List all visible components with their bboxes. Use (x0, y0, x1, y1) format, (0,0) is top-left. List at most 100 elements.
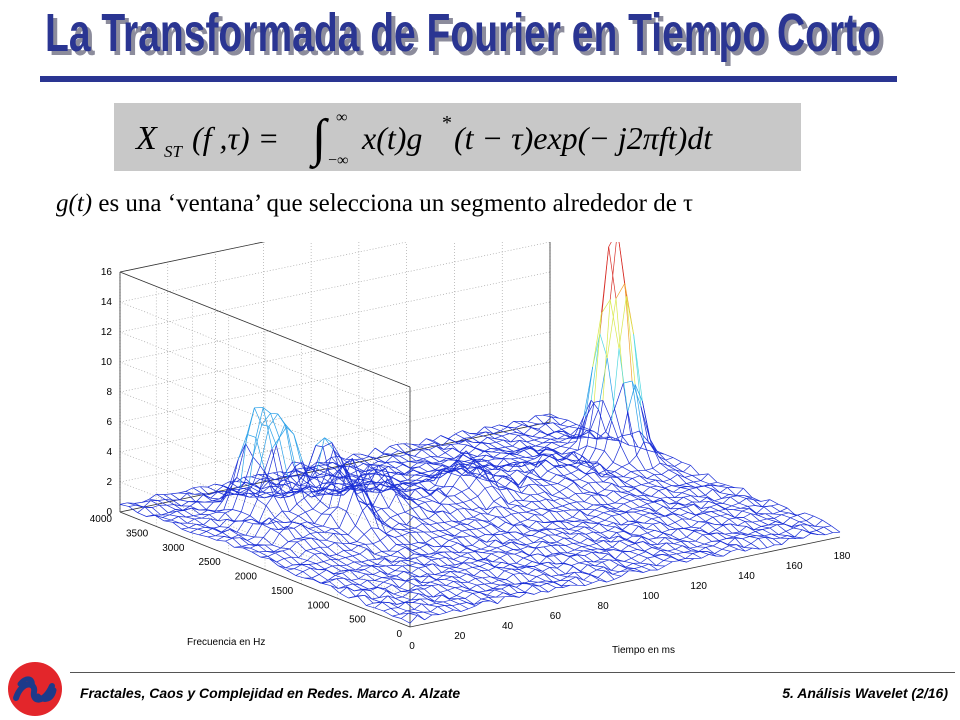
formula-body-2: (t − τ)exp(− j2πft)dt (454, 120, 713, 156)
mesh-segment (274, 510, 283, 519)
mesh-segment (374, 607, 384, 612)
mesh-segment (369, 502, 378, 514)
mesh-segment (369, 463, 379, 466)
mesh-segment (426, 510, 436, 514)
mesh-segment (595, 512, 604, 517)
mesh-segment (568, 580, 578, 586)
mesh-segment (170, 493, 180, 501)
mesh-segment (731, 505, 741, 509)
mesh-segment (119, 502, 128, 505)
mesh-segment (548, 561, 556, 565)
mesh-segment (577, 427, 587, 431)
mesh-segment (804, 512, 814, 517)
mesh-segment (512, 440, 520, 447)
mesh-segment (293, 523, 302, 529)
gridline-z-back (119, 242, 409, 303)
mesh-segment (304, 537, 312, 540)
mesh-segment (655, 479, 665, 489)
mesh-segment (258, 505, 267, 523)
mesh-segment (409, 562, 418, 566)
mesh-segment (578, 533, 587, 535)
mesh-segment (173, 504, 182, 507)
mesh-segment (540, 470, 548, 479)
mesh-segment (245, 534, 255, 538)
mesh-segment (588, 482, 598, 494)
mesh-segment (384, 584, 393, 590)
mesh-segment (232, 489, 241, 510)
mesh-segment (494, 588, 502, 591)
mesh-segment (369, 502, 380, 529)
mesh-segment (501, 435, 511, 443)
mesh-segment (547, 507, 556, 511)
mesh-segment (667, 522, 676, 526)
mesh-segment (362, 510, 372, 529)
formula-lhs: X (134, 120, 158, 157)
mesh-segment (555, 505, 563, 509)
mesh-segment (476, 477, 486, 489)
mesh-segment (511, 512, 519, 515)
mesh-segment (392, 613, 400, 617)
mesh-segment (721, 494, 729, 499)
mesh-segment (680, 487, 690, 490)
mesh-segment (604, 519, 614, 524)
mesh-segment (363, 589, 371, 591)
mesh-segment (238, 534, 248, 541)
title-underline (40, 76, 897, 82)
mesh-segment (354, 483, 363, 491)
mesh-segment (491, 579, 499, 584)
mesh-segment (401, 618, 411, 624)
mesh-segment (558, 544, 566, 546)
mesh-segment (440, 459, 449, 465)
mesh-segment (561, 580, 570, 587)
mesh-segment (571, 538, 581, 544)
mesh-segment (553, 446, 561, 450)
mesh-segment (529, 423, 538, 428)
mesh-segment (485, 589, 495, 592)
mesh-segment (460, 523, 470, 530)
mesh-segment (672, 560, 680, 563)
mesh-segment (762, 527, 770, 530)
mesh-segment (596, 431, 606, 440)
mesh-segment (316, 561, 324, 564)
mesh-segment (290, 476, 300, 487)
mesh-segment (549, 567, 559, 576)
mesh-segment (650, 512, 658, 515)
mesh-segment (295, 538, 305, 540)
mesh-segment (544, 491, 554, 502)
mesh-segment (213, 501, 223, 503)
mesh-segment (504, 541, 512, 546)
mesh-segment (438, 558, 448, 566)
mesh-segment (483, 523, 492, 528)
mesh-segment (302, 486, 310, 492)
mesh-segment (528, 484, 538, 495)
mesh-segment (418, 593, 428, 600)
mesh-segment (599, 463, 608, 475)
mesh-segment (504, 570, 514, 575)
gridline-z-back (119, 242, 551, 333)
mesh-segment (308, 445, 317, 467)
mesh-segment (465, 598, 475, 605)
mesh-segment (392, 615, 402, 619)
mesh-segment (468, 447, 477, 454)
mesh-segment (385, 528, 394, 534)
mesh-segment (595, 448, 605, 452)
mesh-segment (778, 530, 787, 535)
y-tick-label: 2000 (235, 572, 258, 583)
mesh-segment (226, 519, 236, 522)
mesh-segment (620, 523, 630, 526)
mesh-segment (407, 453, 415, 457)
mesh-segment (273, 471, 281, 474)
mesh-segment (399, 580, 408, 589)
mesh-segment (478, 460, 488, 463)
mesh-segment (648, 539, 658, 545)
mesh-segment (217, 519, 227, 522)
mesh-segment (282, 510, 292, 522)
mesh-segment (605, 570, 613, 575)
x-tick-label: 140 (738, 571, 755, 582)
mesh-segment (337, 557, 346, 561)
mesh-segment (340, 457, 350, 476)
mesh-segment (473, 548, 482, 552)
mesh-segment (457, 508, 465, 510)
mesh-segment (584, 582, 593, 587)
mesh-segment (551, 576, 561, 581)
